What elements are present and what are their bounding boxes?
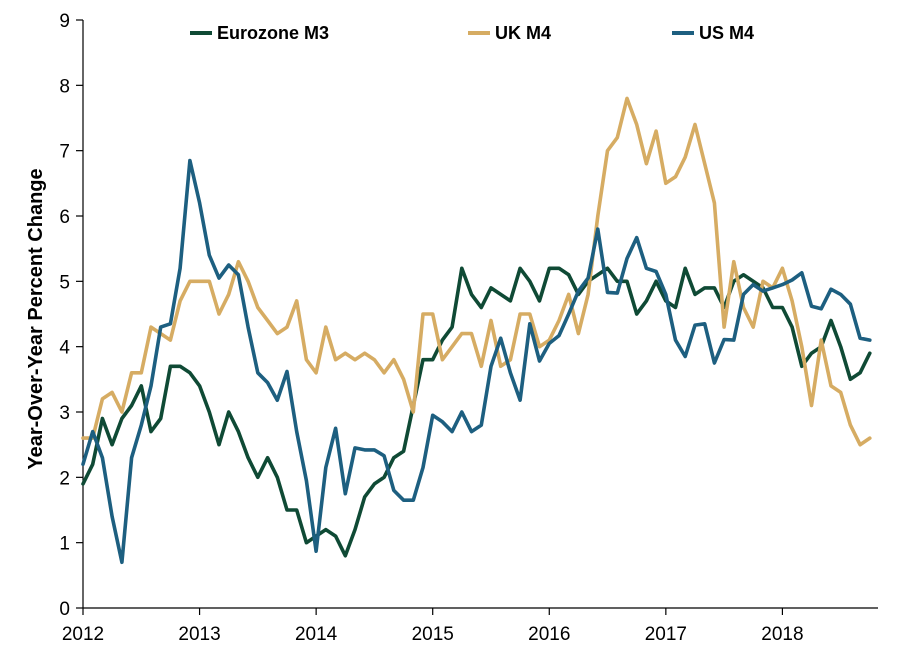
y-axis-title: Year-Over-Year Percent Change (25, 168, 47, 469)
x-tick-label: 2014 (295, 624, 338, 645)
y-tick-label: 4 (59, 338, 70, 359)
legend-label: US M4 (699, 23, 754, 43)
y-tick-label: 0 (59, 599, 70, 620)
x-tick-label: 2013 (178, 624, 220, 645)
series-layer (81, 96, 872, 565)
series-line-uk-m4 (81, 96, 872, 447)
y-tick-label: 5 (59, 272, 70, 293)
legend-label: Eurozone M3 (217, 23, 329, 43)
series-line-us-m4 (81, 158, 872, 565)
y-tick-label: 9 (59, 11, 70, 32)
y-tick-label: 6 (59, 207, 70, 228)
x-tick-label: 2017 (645, 624, 687, 645)
y-axis-ticks: 0 1 2 3 4 5 6 7 8 9 (59, 11, 83, 620)
y-tick-label: 1 (59, 534, 70, 555)
x-tick-label: 2016 (528, 624, 570, 645)
x-tick-label: 2015 (412, 624, 454, 645)
axes (82, 20, 878, 609)
y-tick-label: 3 (59, 403, 70, 424)
legend: Eurozone M3 UK M4 US M4 (190, 23, 754, 43)
legend-label: UK M4 (495, 23, 551, 43)
y-tick-label: 7 (59, 142, 70, 163)
y-tick-label: 8 (59, 76, 70, 97)
x-axis-ticks: 2012 2013 2014 2015 2016 2017 2018 (62, 608, 804, 645)
y-tick-label: 2 (59, 468, 70, 489)
series-line-eurozone-m3 (81, 266, 872, 558)
x-tick-label: 2018 (761, 624, 803, 645)
x-tick-label: 2012 (62, 624, 104, 645)
